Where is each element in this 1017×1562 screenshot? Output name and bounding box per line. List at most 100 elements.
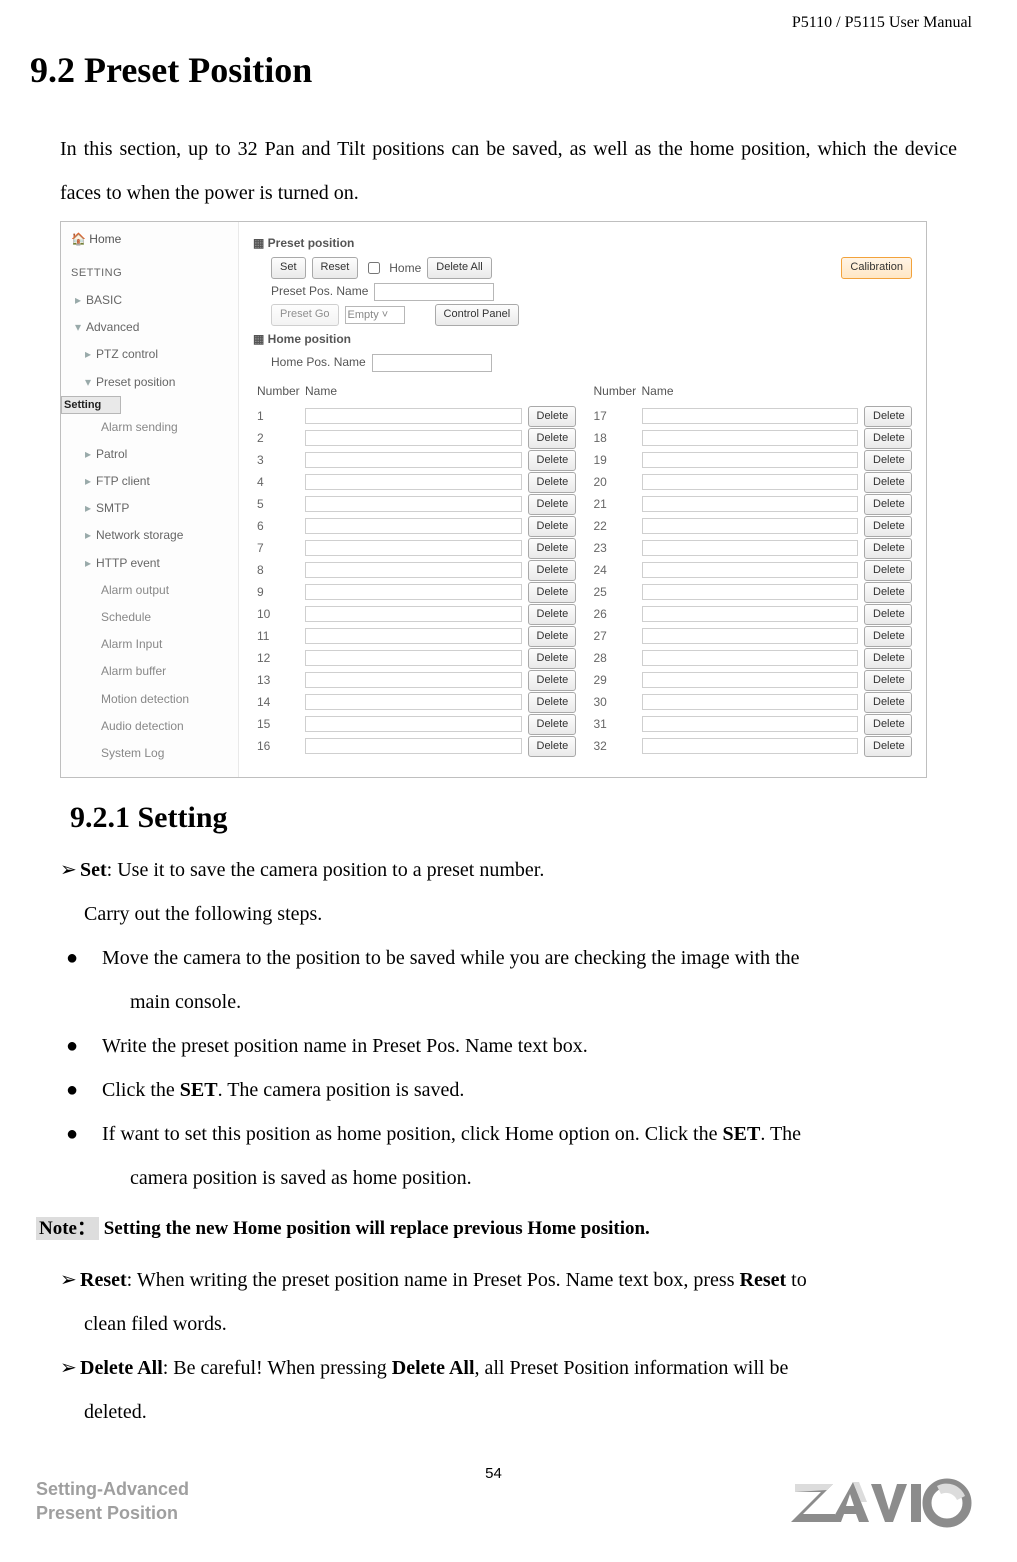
sidebar-alarmin[interactable]: Alarm Input [61, 631, 238, 658]
preset-delete-button[interactable]: Delete [528, 648, 576, 670]
set-button[interactable]: Set [271, 257, 306, 279]
sidebar-patrol[interactable]: ▸Patrol [61, 441, 238, 468]
sidebar-ptz[interactable]: ▸PTZ control [61, 341, 238, 368]
preset-delete-button[interactable]: Delete [528, 736, 576, 758]
preset-name-input[interactable] [305, 628, 522, 644]
preset-delete-button[interactable]: Delete [528, 560, 576, 582]
sidebar-smtp[interactable]: ▸SMTP [61, 495, 238, 522]
preset-delete-button[interactable]: Delete [864, 714, 912, 736]
preset-delete-button[interactable]: Delete [528, 538, 576, 560]
preset-delete-button[interactable]: Delete [528, 604, 576, 626]
preset-delete-button[interactable]: Delete [864, 670, 912, 692]
preset-delete-button[interactable]: Delete [864, 648, 912, 670]
sidebar-setting-sel[interactable]: Setting [61, 396, 121, 414]
preset-name-input[interactable] [305, 694, 522, 710]
preset-name-input[interactable] [305, 452, 522, 468]
preset-name-input[interactable] [642, 672, 859, 688]
preset-name-input[interactable] [305, 716, 522, 732]
preset-go-button[interactable]: Preset Go [271, 304, 339, 326]
home-checkbox[interactable] [368, 262, 380, 274]
preset-name-input[interactable] [305, 672, 522, 688]
preset-name-input[interactable] [642, 408, 859, 424]
preset-delete-button[interactable]: Delete [864, 538, 912, 560]
sidebar-schedule[interactable]: Schedule [61, 604, 238, 631]
sidebar-ftp[interactable]: ▸FTP client [61, 468, 238, 495]
sidebar-home[interactable]: 🏠 Home [61, 228, 238, 255]
set-label: Set [80, 859, 107, 881]
preset-name-input[interactable] [305, 518, 522, 534]
preset-delete-button[interactable]: Delete [528, 692, 576, 714]
preset-number: 10 [257, 605, 299, 624]
preset-delete-button[interactable]: Delete [864, 582, 912, 604]
preset-delete-button[interactable]: Delete [528, 582, 576, 604]
preset-delete-button[interactable]: Delete [528, 626, 576, 648]
preset-delete-button[interactable]: Delete [864, 560, 912, 582]
sidebar-audio[interactable]: Audio detection [61, 713, 238, 740]
preset-name-input[interactable] [642, 430, 859, 446]
preset-name-input[interactable] [305, 496, 522, 512]
preset-delete-button[interactable]: Delete [864, 428, 912, 450]
preset-name-input[interactable] [305, 738, 522, 754]
preset-delete-button[interactable]: Delete [528, 428, 576, 450]
calibration-button[interactable]: Calibration [841, 257, 912, 279]
col-name-header: Name [642, 382, 913, 401]
preset-name-input[interactable] [642, 474, 859, 490]
bullet-2-text: Write the preset position name in Preset… [102, 1035, 588, 1057]
reset-button[interactable]: Reset [312, 257, 359, 279]
preset-delete-button[interactable]: Delete [864, 494, 912, 516]
control-panel-button[interactable]: Control Panel [435, 304, 520, 326]
preset-name-input[interactable] [642, 496, 859, 512]
preset-name-input[interactable] [642, 518, 859, 534]
preset-delete-button[interactable]: Delete [528, 450, 576, 472]
preset-name-input[interactable] [642, 716, 859, 732]
preset-number: 4 [257, 473, 299, 492]
preset-name-input[interactable] [642, 694, 859, 710]
sidebar-alarmout[interactable]: Alarm output [61, 577, 238, 604]
preset-delete-button[interactable]: Delete [864, 736, 912, 758]
preset-name-input[interactable] [305, 430, 522, 446]
preset-delete-button[interactable]: Delete [528, 494, 576, 516]
sidebar-syslog[interactable]: System Log [61, 740, 238, 767]
preset-delete-button[interactable]: Delete [864, 472, 912, 494]
preset-delete-button[interactable]: Delete [528, 406, 576, 428]
preset-name-input[interactable] [305, 540, 522, 556]
preset-pos-name-input[interactable] [374, 283, 494, 301]
preset-delete-button[interactable]: Delete [864, 406, 912, 428]
preset-delete-button[interactable]: Delete [864, 626, 912, 648]
sidebar-httpevent[interactable]: ▸HTTP event [61, 550, 238, 577]
preset-name-input[interactable] [305, 650, 522, 666]
preset-name-input[interactable] [642, 562, 859, 578]
preset-delete-button[interactable]: Delete [528, 472, 576, 494]
preset-empty-label: Empty [348, 309, 379, 321]
sidebar-alarmbuf[interactable]: Alarm buffer [61, 658, 238, 685]
preset-name-input[interactable] [305, 408, 522, 424]
preset-name-input[interactable] [642, 584, 859, 600]
preset-name-input[interactable] [642, 606, 859, 622]
preset-name-input[interactable] [642, 738, 859, 754]
preset-name-input[interactable] [642, 540, 859, 556]
preset-empty-select[interactable]: Empty ˅ [345, 306, 405, 324]
sidebar-preset[interactable]: ▾Preset position [61, 369, 238, 396]
footer: 54 Setting-Advanced Present Position [30, 1462, 957, 1532]
preset-name-input[interactable] [305, 562, 522, 578]
sidebar-alarmsend[interactable]: Alarm sending [61, 414, 238, 441]
preset-name-input[interactable] [305, 584, 522, 600]
preset-delete-button[interactable]: Delete [864, 516, 912, 538]
preset-name-input[interactable] [305, 474, 522, 490]
sidebar-netstorage[interactable]: ▸Network storage [61, 522, 238, 549]
sidebar-basic[interactable]: ▸BASIC [61, 287, 238, 314]
delete-all-button[interactable]: Delete All [427, 257, 491, 279]
preset-delete-button[interactable]: Delete [864, 450, 912, 472]
preset-delete-button[interactable]: Delete [528, 714, 576, 736]
preset-delete-button[interactable]: Delete [528, 670, 576, 692]
preset-name-input[interactable] [642, 650, 859, 666]
preset-name-input[interactable] [642, 452, 859, 468]
sidebar-motion[interactable]: Motion detection [61, 686, 238, 713]
preset-name-input[interactable] [642, 628, 859, 644]
preset-delete-button[interactable]: Delete [528, 516, 576, 538]
preset-name-input[interactable] [305, 606, 522, 622]
sidebar-advanced[interactable]: ▾Advanced [61, 314, 238, 341]
preset-delete-button[interactable]: Delete [864, 604, 912, 626]
home-pos-name-input[interactable] [372, 354, 492, 372]
preset-delete-button[interactable]: Delete [864, 692, 912, 714]
